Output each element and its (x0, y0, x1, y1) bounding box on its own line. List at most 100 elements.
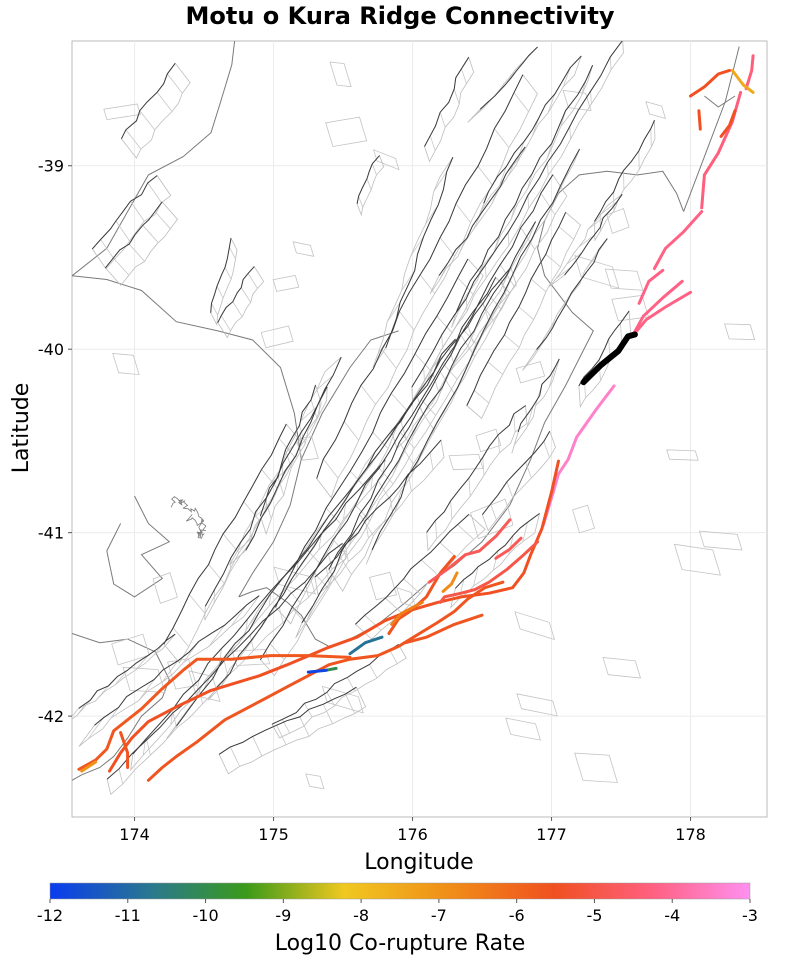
fault-trace (163, 423, 287, 645)
fault-patch-divider (278, 607, 284, 623)
fault-patch-block (666, 449, 699, 461)
co-rupture-fault-trace (630, 279, 684, 338)
fault-patch-divider (601, 201, 618, 214)
fault-patch-divider (364, 615, 382, 631)
fault-patch-divider (389, 649, 398, 664)
fault-trace (259, 385, 316, 516)
fault-patch-divider (147, 182, 162, 203)
x-axis-ticks: 174 175 176 177 178 (119, 817, 706, 844)
fault-patch-divider (527, 195, 529, 209)
fault-patch-divider (291, 607, 307, 625)
fault-patch-divider (482, 302, 489, 321)
fault-patch-divider (249, 635, 255, 651)
fault-patch-divider (423, 367, 425, 381)
x-tick-label: 178 (675, 825, 706, 844)
fault-patch-block (112, 353, 140, 376)
y-axis-label: Latitude (9, 383, 34, 474)
fault-patch-divider (366, 178, 372, 190)
fault-patch-block (515, 361, 546, 384)
fault-patch-divider (508, 535, 514, 555)
fault-patch-divider (403, 578, 421, 594)
fault-patch-divider (433, 171, 447, 192)
fault-patch-divider (299, 716, 310, 737)
fault-trace (483, 55, 582, 204)
fault-patch-divider (548, 366, 556, 389)
fault-trace (455, 513, 540, 589)
fault-patch-block (673, 543, 721, 576)
fault-patch-divider (609, 56, 612, 70)
fault-patch-divider (277, 476, 285, 496)
fault-patch-divider (510, 204, 516, 221)
fault-patch-divider (421, 559, 438, 576)
fault-patch-block (272, 275, 300, 292)
fault-patch-divider (513, 413, 516, 433)
fault-patch-block (329, 61, 352, 88)
fault-patch-divider (360, 385, 376, 405)
fault-patch-divider (457, 277, 474, 295)
x-axis-label: Longitude (364, 850, 473, 875)
fault-trace (245, 356, 342, 551)
fault-patch-block (516, 693, 558, 717)
fault-patch-divider (295, 561, 299, 578)
fault-trace (218, 686, 357, 755)
fault-patch-block (231, 649, 271, 666)
fault-patch-divider (170, 709, 174, 726)
fault-patch-divider (196, 679, 200, 696)
x-tick-label: 177 (536, 825, 567, 844)
fault-patch-divider (100, 239, 115, 260)
fault-patch-divider (547, 93, 556, 114)
co-rupture-fault-trace (494, 536, 523, 560)
fault-patch-divider (344, 544, 349, 562)
fault-patch-divider (243, 501, 260, 521)
fault-patch-divider (455, 203, 471, 223)
fault-patch-divider (390, 393, 407, 411)
fault-patch-block (321, 685, 364, 714)
fault-patch-block (606, 207, 630, 234)
fault-patch-divider (473, 566, 479, 587)
fault-trace (210, 238, 232, 313)
fault-patch-divider (224, 267, 232, 280)
co-rupture-fault-trace (404, 613, 484, 645)
fault-patch-divider (114, 669, 129, 686)
fault-patch-divider (490, 503, 497, 521)
fault-patch-divider (343, 503, 347, 520)
fault-patch-divider (154, 211, 171, 230)
co-rupture-fault-trace (719, 109, 737, 138)
colorbar-tick-label: -10 (192, 906, 218, 925)
colorbar-tick-label: -5 (586, 906, 602, 925)
fault-patch-divider (492, 550, 499, 571)
fault-patch-divider (232, 301, 243, 317)
fault-trace (594, 120, 655, 222)
y-tick-label: -41 (38, 524, 64, 543)
fault-patch-divider (130, 201, 145, 222)
fault-patch-divider (211, 303, 218, 316)
fault-patch-block (260, 325, 294, 349)
fault-patch-divider (281, 463, 284, 478)
fault-patch-divider (156, 92, 173, 112)
fault-patch-divider (432, 373, 439, 392)
fault-patch-divider (569, 126, 571, 140)
fault-patch-divider (578, 235, 595, 248)
y-tick-label: -40 (38, 340, 64, 359)
fault-patch-divider (364, 451, 376, 465)
fault-patch-divider (125, 129, 142, 150)
fault-patch-block (698, 530, 743, 551)
fault-patch-divider (323, 458, 339, 479)
fault-patch-divider (372, 431, 389, 450)
coastline-segment (683, 46, 740, 212)
fault-patch-divider (484, 265, 487, 279)
fault-patch-divider (473, 390, 490, 404)
fault-patch-divider (247, 273, 258, 289)
fault-patch-divider (498, 166, 507, 187)
fault-patch-block (292, 241, 315, 257)
fault-patch-divider (460, 334, 476, 357)
fault-patch-divider (441, 334, 443, 348)
fault-patch-block (368, 571, 398, 601)
co-rupture-fault-trace (108, 459, 560, 773)
fault-patch-block (505, 717, 541, 741)
fault-patch-divider (343, 421, 360, 441)
fault-patch-divider (590, 91, 592, 105)
fault-trace (564, 194, 623, 276)
co-rupture-fault-trace (427, 518, 512, 584)
fault-patch-divider (491, 186, 501, 205)
